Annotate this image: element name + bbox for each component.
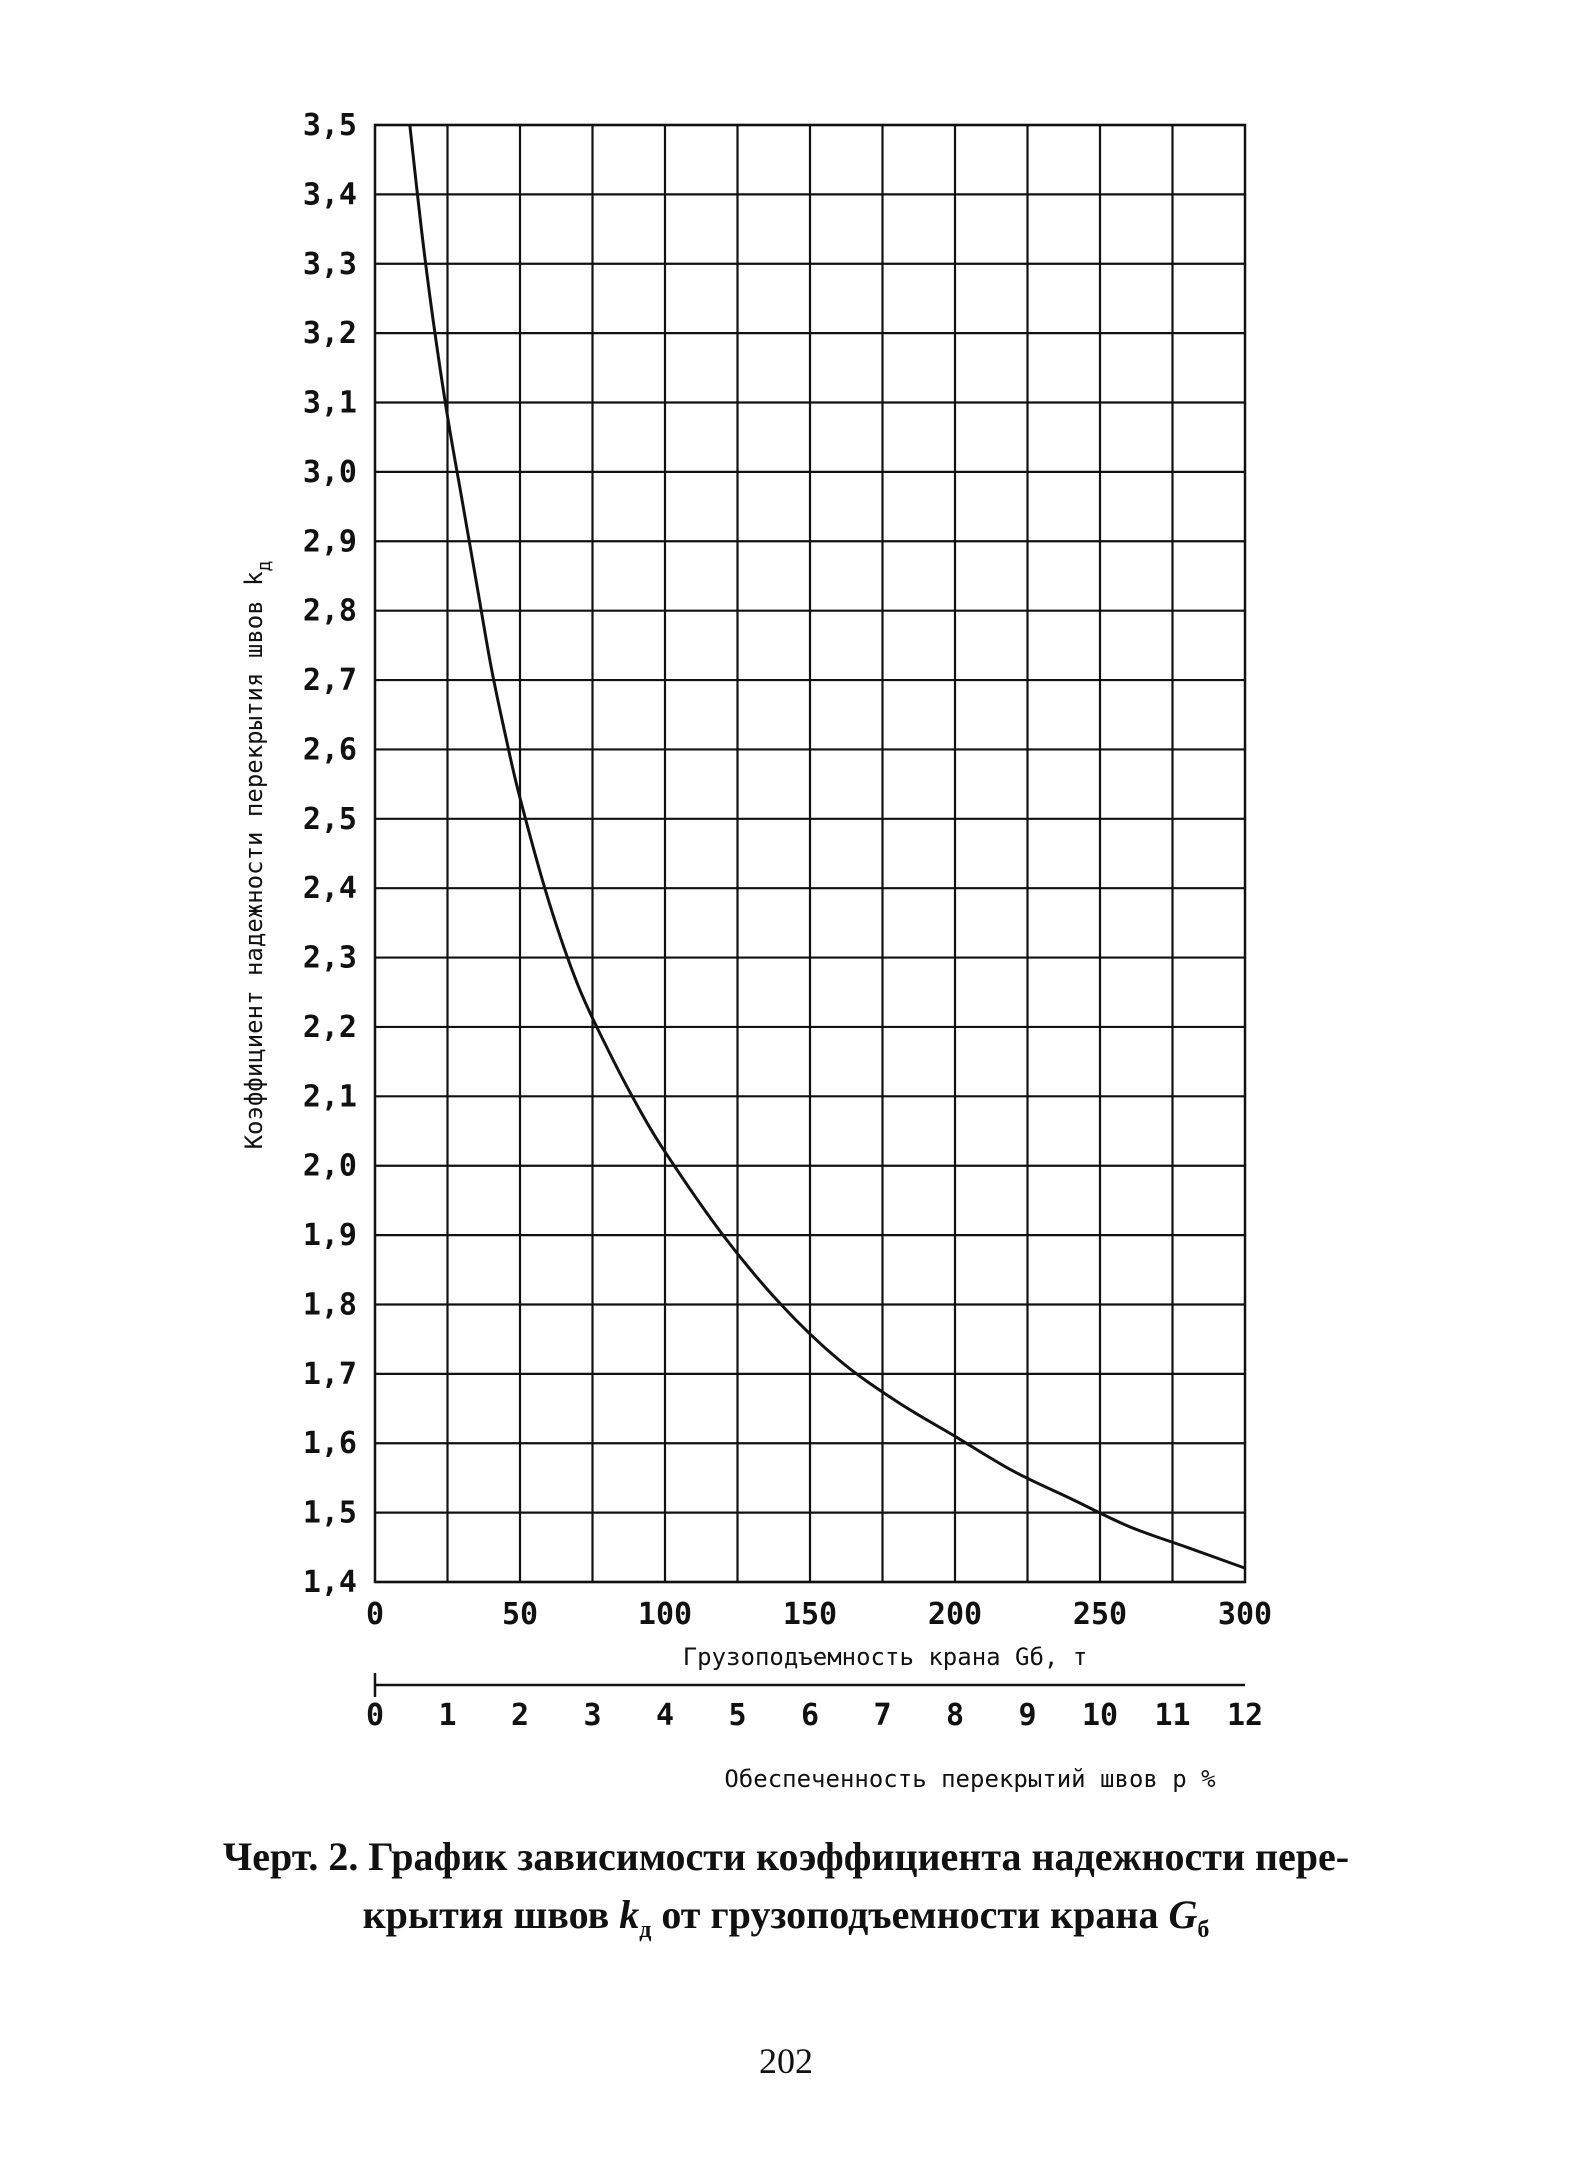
y-tick-label: 2,0 xyxy=(303,1149,357,1184)
x2-tick-label: 7 xyxy=(873,1698,891,1733)
x-tick-label: 250 xyxy=(1073,1597,1127,1632)
y-tick-label: 1,6 xyxy=(303,1426,357,1461)
y-tick-label: 2,1 xyxy=(303,1079,357,1114)
y-tick-label: 1,7 xyxy=(303,1357,357,1392)
y-tick-label: 2,4 xyxy=(303,871,357,906)
y-tick-label: 3,3 xyxy=(303,247,357,282)
y-tick-label: 2,9 xyxy=(303,524,357,559)
x2-tick-label: 1 xyxy=(438,1698,456,1733)
x2-tick-label: 3 xyxy=(583,1698,601,1733)
y-tick-label: 1,4 xyxy=(303,1565,357,1600)
page-number: 202 xyxy=(759,2041,813,2081)
x2-tick-label: 5 xyxy=(728,1698,746,1733)
caption-line-1: Черт. 2. График зависимости коэффициента… xyxy=(222,1834,1350,1879)
x2-tick-label: 9 xyxy=(1018,1698,1036,1733)
x-tick-label: 50 xyxy=(502,1597,538,1632)
y-tick-label: 1,5 xyxy=(303,1496,357,1531)
x2-tick-label: 11 xyxy=(1154,1698,1190,1733)
x2-tick-label: 4 xyxy=(656,1698,674,1733)
y-tick-label: 2,6 xyxy=(303,732,357,767)
x2-tick-label: 12 xyxy=(1227,1698,1263,1733)
y-tick-label: 1,9 xyxy=(303,1218,357,1253)
figure-caption: Черт. 2. График зависимости коэффициента… xyxy=(0,1828,1572,1959)
x-tick-label: 200 xyxy=(928,1597,982,1632)
y-tick-label: 2,5 xyxy=(303,802,357,837)
caption-symbol-g: G xyxy=(1168,1892,1198,1937)
y-tick-labels: 1,4 1,5 1,6 1,7 1,8 1,9 2,0 2,1 2,2 2,3 2,4 2,5 2,6 2… xyxy=(303,108,357,1600)
caption-line-2: крытия швов kд от грузоподъемности крана… xyxy=(362,1892,1210,1943)
x-tick-label: 300 xyxy=(1218,1597,1272,1632)
x2-tick-label: 6 xyxy=(801,1698,819,1733)
plot-frame xyxy=(373,123,1247,1584)
x2-tick-labels: 0 1 2 3 4 5 6 7 8 9 10 11 12 xyxy=(366,1673,1263,1733)
y-tick-label: 3,0 xyxy=(303,455,357,490)
y-tick-label: 3,2 xyxy=(303,316,357,351)
x-tick-labels: 0 50 100 150 200 250 300 xyxy=(366,1597,1272,1632)
y-tick-label: 3,5 xyxy=(303,108,357,143)
x2-axis-label: Обеспеченность перекрытий швов p % xyxy=(724,1765,1216,1793)
y-tick-label: 1,8 xyxy=(303,1287,357,1322)
y-tick-label: 2,3 xyxy=(303,941,357,976)
x-tick-label: 150 xyxy=(783,1597,837,1632)
x2-tick-label: 8 xyxy=(946,1698,964,1733)
x2-tick-label: 0 xyxy=(366,1698,384,1733)
series-line xyxy=(408,124,1246,1570)
y-tick-label: 2,8 xyxy=(303,594,357,629)
y-axis-label: Коэффициент надежности перекрытия швов k… xyxy=(240,561,275,1150)
y-tick-label: 3,4 xyxy=(303,177,357,212)
y-tick-label: 3,1 xyxy=(303,386,357,421)
y-tick-label: 2,2 xyxy=(303,1010,357,1045)
x-tick-label: 100 xyxy=(638,1597,692,1632)
grid-vertical xyxy=(446,125,1174,1582)
x-axis-label: Грузоподъемность крана Gб, т xyxy=(683,1643,1088,1671)
x2-tick-label: 10 xyxy=(1082,1698,1118,1733)
x2-tick-label: 2 xyxy=(511,1698,529,1733)
y-tick-label: 2,7 xyxy=(303,663,357,698)
caption-symbol-k: k xyxy=(619,1892,640,1937)
x-tick-label: 0 xyxy=(366,1597,384,1632)
